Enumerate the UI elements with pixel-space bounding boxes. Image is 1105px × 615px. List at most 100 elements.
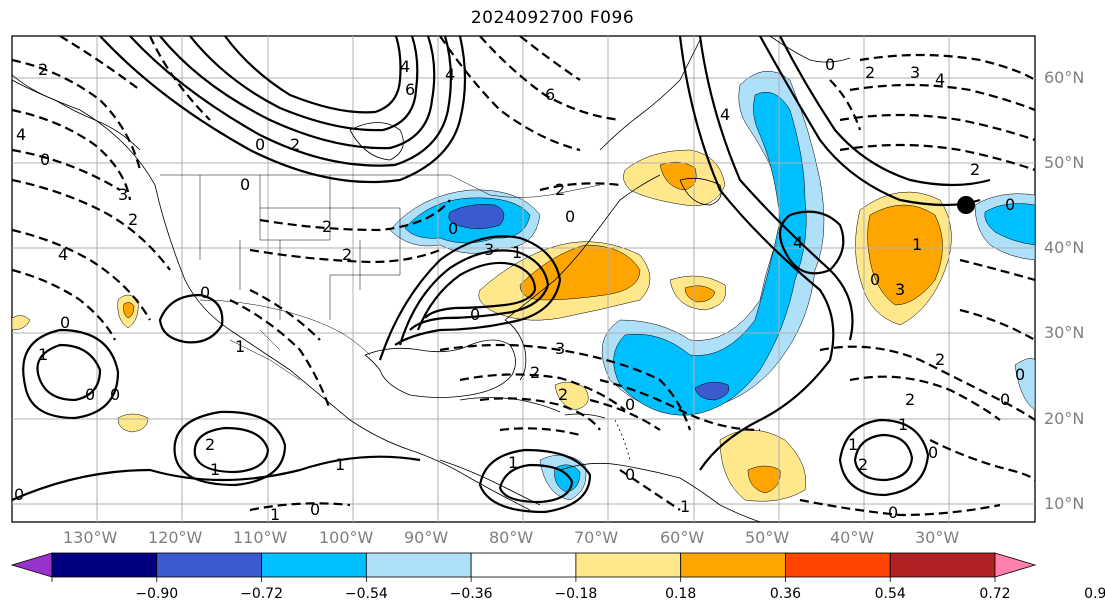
- contour-neg-se-1: [799, 498, 1001, 517]
- shade-neg-east-edge: [1014, 358, 1035, 411]
- longitude-label: 40°W: [830, 528, 875, 547]
- contours-positive: [12, 36, 991, 514]
- label-neg-4-atl: 4: [935, 70, 945, 89]
- shade-neg-atlantic-core: [694, 381, 729, 401]
- contour-neg-lakes-2: [249, 248, 441, 264]
- colorbar: [10, 552, 1037, 582]
- label-zero-se: 0: [928, 443, 938, 462]
- contour-neg-east-3: [839, 113, 1035, 142]
- label-pos-1-atl: 1: [912, 235, 922, 254]
- coast-florida: [504, 319, 527, 381]
- state-lines-4: [199, 175, 331, 260]
- colorbar-tick-label: −0.54: [344, 586, 388, 602]
- contour-neg-hudson-3: [519, 36, 581, 81]
- contour-neg-gulf-3: [479, 397, 601, 431]
- label-pos-2-atl: 2: [865, 63, 875, 82]
- contour-neg-south: [249, 502, 351, 512]
- contour-pos-loop-se: [838, 418, 930, 497]
- label-zero-carib-b: 0: [625, 465, 635, 484]
- latitude-label: 30°N: [1044, 323, 1085, 342]
- label-neg-2-ne: 2: [555, 180, 565, 199]
- contour-pos-loop-pac-2: [193, 426, 270, 474]
- contour-neg-carib-2: [589, 398, 661, 431]
- longitude-label: 110°W: [233, 528, 288, 547]
- contour-pos-gulf-loop: [158, 293, 224, 344]
- label-pos-4-atl: 4: [720, 105, 730, 124]
- longitude-label: 120°W: [148, 528, 203, 547]
- label-pos-1-pac: 1: [38, 345, 48, 364]
- colorbar-bin: [156, 552, 262, 578]
- colorbar-tick-label: 0.18: [665, 586, 697, 602]
- coast-north-america-west: [12, 79, 531, 511]
- label-neg-2-east: 2: [935, 350, 945, 369]
- label-zero-east-b: 0: [1015, 365, 1025, 384]
- label-zero-pac-d: 0: [40, 150, 50, 169]
- label-pos-2-canada: 2: [290, 135, 300, 154]
- contour-pos-se-trough-3: [416, 261, 537, 331]
- label-neg-2-pac: 2: [38, 60, 48, 79]
- contour-pos-pac-band: [12, 455, 421, 502]
- label-neg-3-gulf: 3: [555, 339, 565, 358]
- colorbar-tick-label: −0.72: [240, 586, 283, 602]
- colorbar-bin: [470, 552, 577, 578]
- border-us-canada: [160, 174, 601, 198]
- longitude-label: 60°W: [660, 528, 705, 547]
- contour-neg-hudson-2: [479, 36, 621, 122]
- longitude-label: 50°W: [745, 528, 790, 547]
- contour-pos-loop-se-2: [853, 433, 914, 482]
- contour-neg-mex-1: [229, 299, 332, 411]
- longitude-label: 90°W: [404, 528, 449, 547]
- colorbar-tick-label: 0.90: [1084, 586, 1105, 602]
- label-neg-3-pac: 3: [118, 185, 128, 204]
- longitude-label: 70°W: [574, 528, 619, 547]
- contour-pos-atl-3: [759, 36, 981, 207]
- coast-gulf: [364, 339, 516, 398]
- contour-pos-loop-carib: [478, 448, 592, 514]
- contour-pos-nw-ridge-2: [129, 36, 452, 167]
- label-neg-2-gulf: 2: [530, 363, 540, 382]
- shade-neg-greatlakes-core: [448, 204, 505, 229]
- longitude-label: 130°W: [63, 528, 118, 547]
- label-neg-3-lakes: 3: [484, 240, 494, 259]
- colorbar-tick-label: 0.72: [979, 586, 1011, 602]
- state-lines-2: [330, 207, 401, 276]
- shade-neg-eastatl-core: [984, 203, 1035, 246]
- contour-pos-se-trough-1: [378, 235, 562, 361]
- contour-neg-gulf-4: [499, 427, 581, 437]
- label-pos-2-se: 2: [858, 455, 868, 474]
- coast-south-america: [559, 462, 761, 522]
- label-neg-2-carib: 2: [558, 385, 568, 404]
- state-lines-3: [239, 240, 361, 320]
- label-zero-atl-b: 0: [870, 270, 880, 289]
- contour-pos-loop-pac: [173, 410, 287, 487]
- shade-pos-midatl-core: [684, 285, 716, 303]
- colorbar-extend-low: [10, 552, 53, 578]
- label-pos-4-hudson: 4: [400, 57, 410, 76]
- shade-pos-newfoundland-core: [659, 161, 697, 191]
- latitude-label: 60°N: [1044, 68, 1085, 87]
- mexico-states: [229, 329, 301, 381]
- label-neg-2-east-b: 2: [905, 390, 915, 409]
- contour-neg-east-2: [849, 83, 1035, 112]
- label-neg-4-alaska: 4: [16, 125, 26, 144]
- latitude-label: 10°N: [1044, 494, 1085, 513]
- coast-alaska: [12, 74, 141, 151]
- contour-pos-loop-sw-2: [22, 328, 120, 420]
- label-neg-3-atl: 3: [910, 63, 920, 82]
- contour-neg-hudson-1: [439, 36, 581, 152]
- contour-neg-east-6: [849, 375, 1001, 421]
- latitude-label: 50°N: [1044, 153, 1085, 172]
- contour-pos-loop-sw: [36, 343, 102, 402]
- colorbar-bin: [51, 552, 158, 578]
- contour-pos-nw-ridge-3: [159, 36, 436, 150]
- label-pos-1-pac-b: 1: [210, 460, 220, 479]
- contour-pos-atl-2: [698, 36, 854, 341]
- colorbar-tick-label: −0.36: [449, 586, 493, 602]
- label-neg-2-lakes: 2: [322, 217, 332, 236]
- contour-neg-east-8: [959, 258, 1035, 282]
- coast-hispaniola: [564, 413, 606, 419]
- colorbar-bin: [889, 552, 996, 578]
- label-zero-ec: 0: [470, 305, 480, 324]
- contour-pos-loop-east: [778, 210, 845, 275]
- contour-neg-atlantic-ne: [829, 79, 862, 131]
